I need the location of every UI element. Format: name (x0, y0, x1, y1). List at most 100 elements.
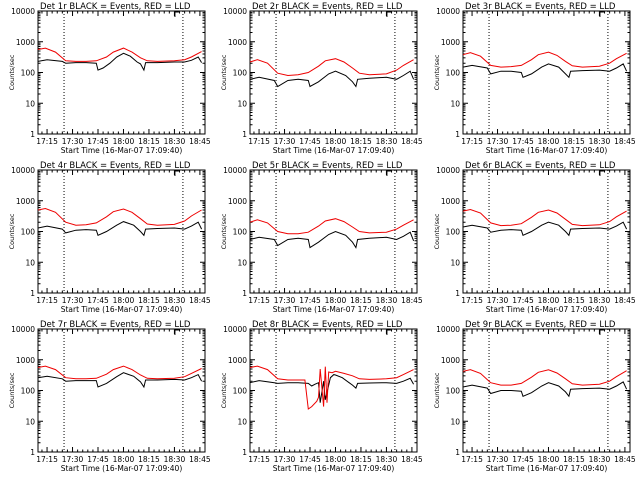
chart-7-ytick-label: 10000 (11, 325, 35, 334)
chart-1-xtick-label: 18:15 (138, 137, 160, 146)
chart-5-ytick-label: 10 (237, 258, 247, 267)
chart-4-xtick-label: 17:45 (87, 296, 109, 305)
chart-2-series-events (249, 70, 415, 88)
chart-2-ytick-label: 1000 (228, 38, 247, 47)
chart-3-ylabel: Counts/sec (433, 54, 441, 90)
chart-5-ylabel: Counts/sec (220, 213, 228, 249)
chart-5-xtick-label: 18:30 (376, 296, 398, 305)
chart-5-xtick-label: 17:15 (248, 296, 270, 305)
chart-4-ytick-label: 100 (21, 228, 36, 237)
chart-8-xtick-label: 18:30 (376, 455, 398, 464)
chart-7-xtick-label: 18:00 (113, 455, 135, 464)
chart-7-ylabel: Counts/sec (8, 372, 16, 408)
chart-3-ytick-label: 1 (455, 130, 460, 139)
chart-2-ylabel: Counts/sec (220, 54, 228, 90)
chart-7-ytick-label: 100 (21, 387, 36, 396)
chart-8-bracket-mark (386, 329, 391, 335)
chart-5-xtick-label: 18:45 (401, 296, 423, 305)
chart-7-title: Det 7r BLACK = Events, RED = LLD (40, 320, 191, 330)
chart-6-xtick-label: 18:15 (563, 296, 585, 305)
chart-7-xtick-label: 17:45 (87, 455, 109, 464)
chart-6-ytick-label: 10000 (436, 166, 460, 175)
chart-6-xtick-label: 18:00 (538, 296, 560, 305)
chart-1-xtick-label: 18:45 (189, 137, 211, 146)
chart-2-xtick-label: 17:15 (248, 137, 270, 146)
chart-5-ytick-label: 1 (242, 289, 247, 298)
chart-9-xtick-label: 17:45 (512, 455, 534, 464)
chart-6-ylabel: Counts/sec (433, 213, 441, 249)
chart-7-ytick-label: 1 (30, 448, 35, 457)
chart-7-ytick-label: 1000 (16, 356, 35, 365)
chart-7-xlabel: Start Time (16-Mar-07 17:09:40) (61, 464, 183, 473)
chart-2-ytick-label: 100 (233, 69, 248, 78)
chart-6-series-events (462, 221, 628, 237)
chart-9: 1 10 100 1000 10000 17:15 17:30 17:45 18:00 18:15… (433, 320, 636, 473)
chart-6-xtick-label: 17:45 (512, 296, 534, 305)
chart-3-ytick-label: 10000 (436, 7, 460, 16)
chart-9-xtick-label: 18:00 (538, 455, 560, 464)
chart-3-xtick-label: 17:45 (512, 137, 534, 146)
chart-1-ytick-label: 1 (30, 130, 35, 139)
chart-6-xtick-label: 18:30 (589, 296, 611, 305)
chart-8-xtick-label: 17:15 (248, 455, 270, 464)
chart-3-series-lld (462, 51, 627, 68)
chart-8-ytick-label: 10000 (223, 325, 247, 334)
chart-9-ytick-label: 1 (455, 448, 460, 457)
chart-4-bracket-mark (174, 170, 179, 176)
chart-5-xtick-label: 18:00 (325, 296, 347, 305)
chart-8-xtick-label: 18:15 (350, 455, 372, 464)
chart-2-xtick-label: 17:30 (274, 137, 296, 146)
chart-1-xtick-label: 17:45 (87, 137, 109, 146)
chart-4-ytick-label: 10 (25, 258, 35, 267)
chart-5-axes-box (249, 169, 418, 294)
chart-8-xlabel: Start Time (16-Mar-07 17:09:40) (273, 464, 395, 473)
chart-7-xtick-label: 18:30 (164, 455, 186, 464)
chart-9-xtick-label: 18:30 (589, 455, 611, 464)
chart-7-ytick-label: 10 (25, 417, 35, 426)
chart-4-axes-box (37, 169, 206, 294)
chart-8-xtick-label: 18:00 (325, 455, 347, 464)
chart-2-ytick-label: 10 (237, 99, 247, 108)
chart-5-series-lld (249, 218, 414, 235)
chart-8-ytick-label: 100 (233, 387, 248, 396)
chart-4-ylabel: Counts/sec (8, 213, 16, 249)
chart-8-xtick-label: 17:30 (274, 455, 296, 464)
chart-2-xtick-label: 18:45 (401, 137, 423, 146)
chart-1-xlabel: Start Time (16-Mar-07 17:09:40) (61, 146, 183, 155)
chart-2-xtick-label: 17:45 (299, 137, 321, 146)
chart-5-bracket-mark (386, 170, 391, 176)
chart-7-series-events (37, 372, 203, 389)
chart-9-xtick-label: 18:45 (614, 455, 636, 464)
chart-3-ytick-label: 1000 (441, 38, 460, 47)
chart-8-ytick-label: 1000 (228, 356, 247, 365)
chart-9-xlabel: Start Time (16-Mar-07 17:09:40) (486, 464, 608, 473)
chart-8-xtick-label: 18:45 (401, 455, 423, 464)
chart-7: 1 10 100 1000 10000 17:15 17:30 17:45 18:00 18:15… (8, 320, 211, 473)
chart-5-xlabel: Start Time (16-Mar-07 17:09:40) (273, 305, 395, 314)
chart-1-series-events (37, 52, 203, 72)
chart-2-xlabel: Start Time (16-Mar-07 17:09:40) (273, 146, 395, 155)
chart-4-xtick-label: 18:45 (189, 296, 211, 305)
chart-4-xtick-label: 18:15 (138, 296, 160, 305)
chart-8-xtick-label: 17:45 (299, 455, 321, 464)
chart-3-xtick-label: 18:45 (614, 137, 636, 146)
chart-4-xtick-label: 17:15 (36, 296, 58, 305)
chart-7-bracket-mark (174, 329, 179, 335)
chart-6-bracket-mark (599, 170, 604, 176)
chart-3-title: Det 3r BLACK = Events, RED = LLD (465, 2, 616, 12)
chart-9-title: Det 9r BLACK = Events, RED = LLD (465, 320, 616, 330)
chart-1-ytick-label: 100 (21, 69, 36, 78)
chart-3: 1 10 100 1000 10000 17:15 17:30 17:45 18:00 18:15… (433, 2, 636, 155)
chart-5: 1 10 100 1000 10000 17:15 17:30 17:45 18:00 18:15… (220, 161, 423, 314)
chart-9-series-events (462, 381, 628, 398)
chart-8-title: Det 8r BLACK = Events, RED = LLD (252, 320, 403, 330)
chart-3-xtick-label: 18:30 (589, 137, 611, 146)
chart-6-title: Det 6r BLACK = Events, RED = LLD (465, 161, 616, 171)
chart-5-xtick-label: 18:15 (350, 296, 372, 305)
chart-3-xtick-label: 17:30 (487, 137, 509, 146)
chart-5-series-events (249, 230, 415, 249)
chart-9-bracket-mark (599, 329, 604, 335)
chart-2-xtick-label: 18:30 (376, 137, 398, 146)
chart-7-axes-box (37, 328, 206, 453)
